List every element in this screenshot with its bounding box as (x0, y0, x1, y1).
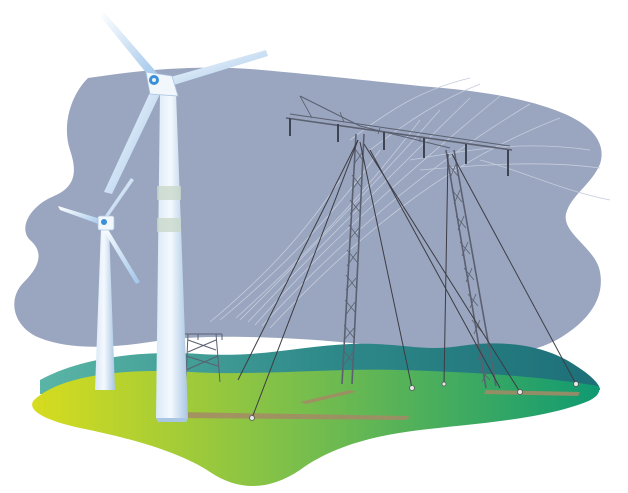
transmission-tower-distant (182, 333, 223, 383)
ground-shadows (176, 390, 580, 420)
guy-wires (237, 139, 577, 419)
grass-field (32, 369, 600, 487)
wind-turbine-small (58, 178, 140, 390)
anchor-points (249, 381, 579, 421)
power-lines (209, 77, 611, 329)
wind-turbine-large (100, 12, 268, 422)
transmission-tower-main (285, 95, 513, 389)
